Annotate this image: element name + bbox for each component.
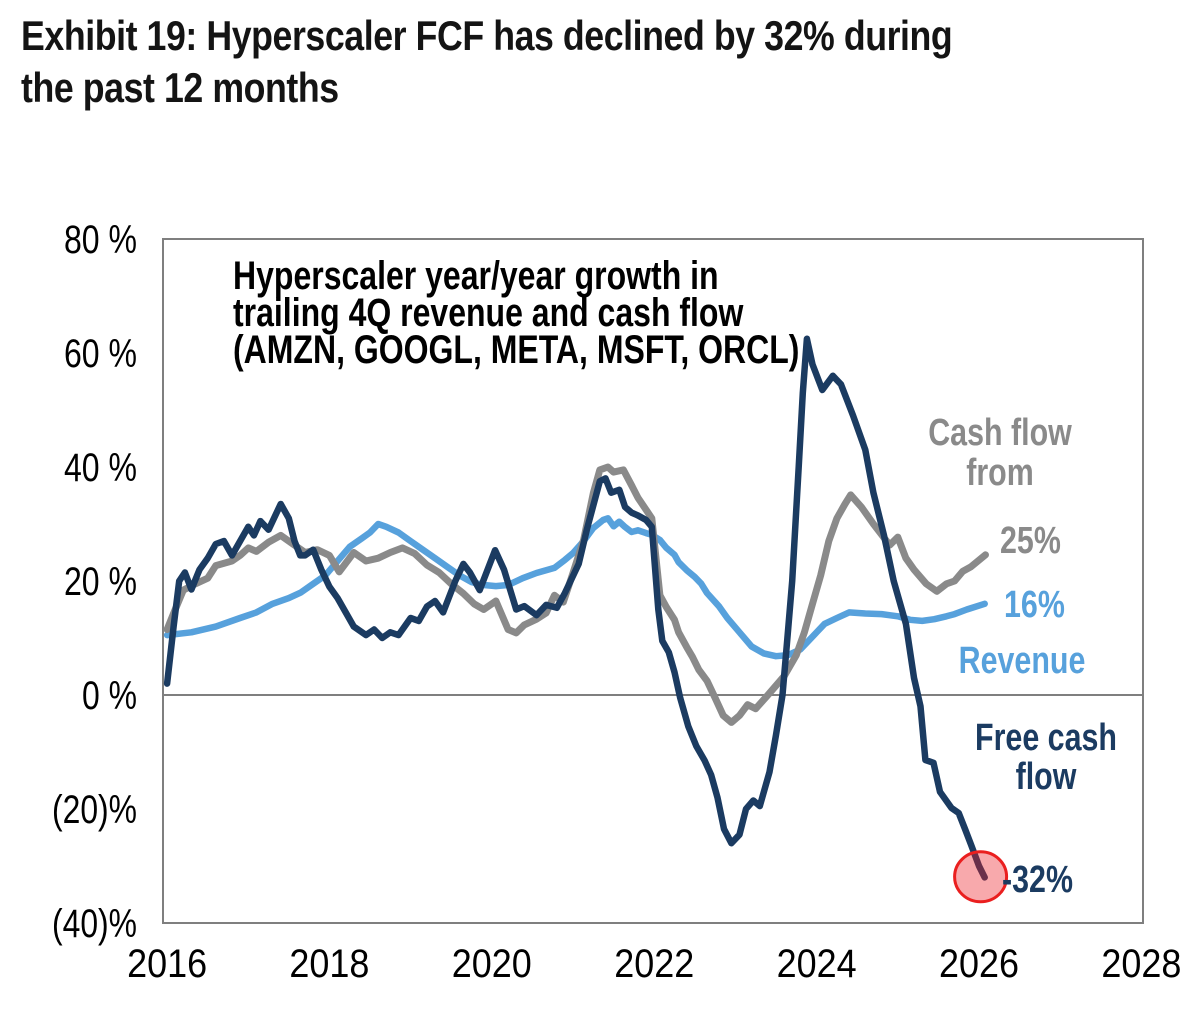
- fcf-line: [163, 335, 988, 881]
- y-tick-label: (20)%: [52, 788, 137, 832]
- title-line-2: the past 12 months: [21, 64, 339, 111]
- cash-flow-label-line-2: from: [966, 452, 1034, 494]
- revenue-end-value: 16%: [1004, 584, 1065, 626]
- y-tick-label: 60 %: [64, 332, 137, 376]
- x-tick-label: 2018: [289, 942, 369, 986]
- plot-frame: [162, 238, 1144, 924]
- fcf-end-value: -32%: [1002, 859, 1073, 901]
- x-tick-label: 2016: [127, 942, 207, 986]
- chart-annotation: Hyperscaler year/year growth in trailing…: [175, 254, 800, 372]
- revenue-line: [163, 515, 988, 660]
- x-tick-label: 2022: [614, 942, 694, 986]
- y-tick-label: (40)%: [52, 902, 137, 946]
- page-title: Exhibit 19: Hyperscaler FCF has declined…: [21, 10, 1117, 114]
- title-line-1: Exhibit 19: Hyperscaler FCF has declined…: [21, 12, 953, 59]
- series-label-free-cash-flow: Free cash flow: [940, 719, 1152, 797]
- series-label-revenue: Revenue: [958, 640, 1086, 682]
- cash-flow-end-value: 25%: [1000, 520, 1061, 562]
- x-tick-label: 2020: [452, 942, 532, 986]
- x-tick-label: 2028: [1101, 942, 1181, 986]
- y-tick-label: 80 %: [64, 218, 137, 262]
- y-tick-label: 40 %: [64, 446, 137, 490]
- annotation-line-3: (AMZN, GOOGL, META, MSFT, ORCL): [233, 328, 800, 372]
- y-tick-label: 20 %: [64, 560, 137, 604]
- fcf-label-line-1: Free cash: [975, 717, 1117, 759]
- annotation-line-1: Hyperscaler year/year growth in: [233, 254, 719, 298]
- fcf-label-line-2: flow: [1015, 756, 1077, 798]
- y-tick-label: 0 %: [82, 674, 137, 718]
- x-tick-label: 2026: [939, 942, 1019, 986]
- cash-flow-label-line-1: Cash flow: [928, 412, 1072, 454]
- cfo-line: [163, 463, 989, 726]
- annotation-line-2: trailing 4Q revenue and cash flow: [233, 291, 744, 335]
- highlight-circle: [953, 850, 1009, 904]
- series-label-cash-flow: Cash flow from: [900, 413, 1100, 493]
- x-tick-label: 2024: [777, 942, 857, 986]
